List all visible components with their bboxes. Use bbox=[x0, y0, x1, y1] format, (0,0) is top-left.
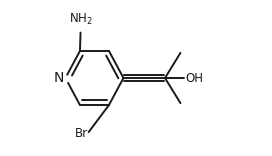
Text: NH$_2$: NH$_2$ bbox=[69, 12, 93, 27]
Text: Br: Br bbox=[75, 127, 88, 140]
Text: OH: OH bbox=[186, 71, 204, 85]
Text: N: N bbox=[54, 71, 64, 85]
